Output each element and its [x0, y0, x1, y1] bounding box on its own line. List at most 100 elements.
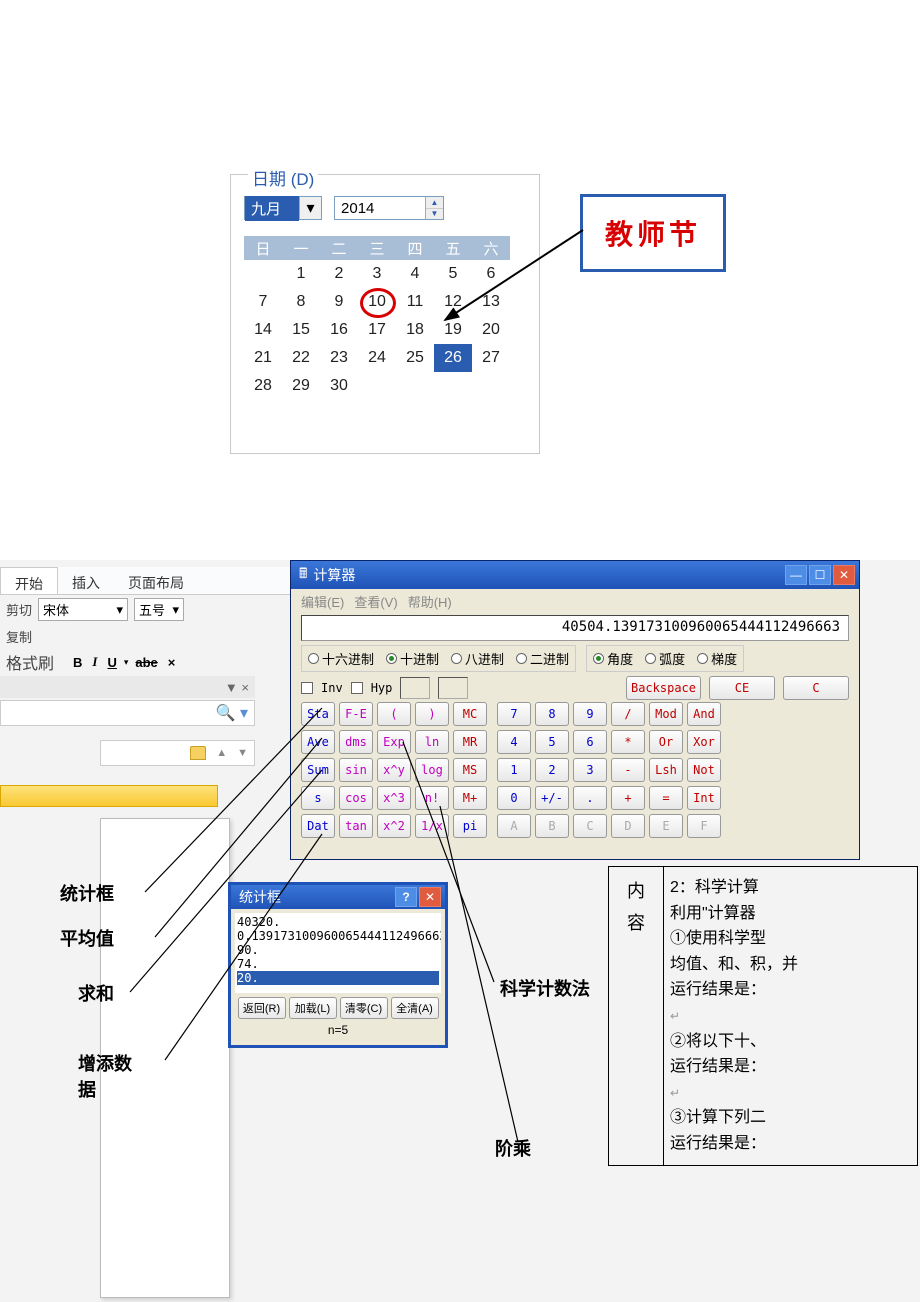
month-select[interactable]: 九月 ▾	[244, 196, 322, 220]
key-x2[interactable]: x^2	[377, 814, 411, 838]
key-Ave[interactable]: Ave	[301, 730, 335, 754]
key-3[interactable]: 3	[573, 758, 607, 782]
key-log[interactable]: log	[415, 758, 449, 782]
calendar-day[interactable]: 23	[320, 344, 358, 372]
format-painter-button[interactable]: 格式刷	[6, 650, 54, 674]
key-Lsh[interactable]: Lsh	[649, 758, 683, 782]
font-size-select[interactable]: 五号▾	[134, 598, 184, 621]
calendar-day[interactable]: 3	[358, 260, 396, 288]
radio-dec[interactable]: 十进制	[386, 649, 439, 668]
key-[interactable]: +	[611, 786, 645, 810]
calendar-day[interactable]: 5	[434, 260, 472, 288]
calendar-day[interactable]: 21	[244, 344, 282, 372]
radio-grad[interactable]: 梯度	[697, 649, 737, 668]
calendar-day[interactable]: 14	[244, 316, 282, 344]
radio-hex[interactable]: 十六进制	[308, 649, 374, 668]
menu-help[interactable]: 帮助(H)	[408, 592, 452, 608]
cut-button[interactable]: 剪切	[6, 600, 32, 619]
key-[interactable]: (	[377, 702, 411, 726]
radio-rad[interactable]: 弧度	[645, 649, 685, 668]
close-button[interactable]: ✕	[833, 565, 855, 585]
calendar-day[interactable]: 27	[472, 344, 510, 372]
key-[interactable]: +/-	[535, 786, 569, 810]
key-8[interactable]: 8	[535, 702, 569, 726]
menu-edit[interactable]: 编辑(E)	[301, 592, 344, 608]
calendar-day[interactable]: 13	[472, 288, 510, 316]
underline-button[interactable]: U	[104, 655, 119, 670]
key-1x[interactable]: 1/x	[415, 814, 449, 838]
key-Dat[interactable]: Dat	[301, 814, 335, 838]
year-spinner[interactable]: ▲ ▼	[334, 196, 444, 220]
key-1[interactable]: 1	[497, 758, 531, 782]
stats-line[interactable]: 74.	[237, 957, 439, 971]
strike-button[interactable]: abe	[132, 655, 160, 670]
key-Not[interactable]: Not	[687, 758, 721, 782]
key-Sum[interactable]: Sum	[301, 758, 335, 782]
key-dms[interactable]: dms	[339, 730, 373, 754]
stats-close-button[interactable]: ✕	[419, 887, 441, 907]
key-cos[interactable]: cos	[339, 786, 373, 810]
key-E[interactable]: E	[649, 814, 683, 838]
key-Exp[interactable]: Exp	[377, 730, 411, 754]
calendar-day[interactable]: 12	[434, 288, 472, 316]
calendar-day[interactable]: 30	[320, 372, 358, 400]
stats-line[interactable]: 90.	[237, 943, 439, 957]
calendar-day[interactable]: 11	[396, 288, 434, 316]
key-[interactable]: -	[611, 758, 645, 782]
stats-load-button[interactable]: 加载(L)	[289, 997, 337, 1019]
key-5[interactable]: 5	[535, 730, 569, 754]
year-input[interactable]	[335, 197, 425, 219]
stats-line[interactable]: 40320.	[237, 915, 439, 929]
key-tan[interactable]: tan	[339, 814, 373, 838]
ribbon-tab[interactable]: 页面布局	[114, 567, 198, 594]
key-Int[interactable]: Int	[687, 786, 721, 810]
key-n[interactable]: n!	[415, 786, 449, 810]
calendar-day[interactable]: 16	[320, 316, 358, 344]
radio-bin[interactable]: 二进制	[516, 649, 569, 668]
calendar-day[interactable]: 24	[358, 344, 396, 372]
key-9[interactable]: 9	[573, 702, 607, 726]
key-MC[interactable]: MC	[453, 702, 487, 726]
stats-list[interactable]: 40320.0.13917310096006544411249666330119…	[235, 913, 441, 993]
key-[interactable]: /	[611, 702, 645, 726]
key-0[interactable]: 0	[497, 786, 531, 810]
key-ln[interactable]: ln	[415, 730, 449, 754]
calendar-day[interactable]: 9	[320, 288, 358, 316]
calendar-day[interactable]	[434, 372, 472, 400]
calendar-day[interactable]: 19	[434, 316, 472, 344]
calendar-day[interactable]: 1	[282, 260, 320, 288]
year-up-icon[interactable]: ▲	[426, 197, 443, 209]
calendar-day[interactable]: 2	[320, 260, 358, 288]
key-[interactable]: *	[611, 730, 645, 754]
calendar-day[interactable]: 8	[282, 288, 320, 316]
super-button[interactable]: ×	[165, 655, 179, 670]
copy-button[interactable]: 复制	[6, 627, 32, 646]
calendar-day[interactable]	[396, 372, 434, 400]
calendar-day[interactable]	[358, 372, 396, 400]
calendar-day[interactable]	[472, 372, 510, 400]
italic-button[interactable]: I	[89, 654, 100, 670]
key-6[interactable]: 6	[573, 730, 607, 754]
year-down-icon[interactable]: ▼	[426, 209, 443, 220]
calendar-day[interactable]: 15	[282, 316, 320, 344]
minimize-button[interactable]: —	[785, 565, 807, 585]
search-row[interactable]: 🔍 ▾	[0, 700, 255, 726]
month-dropdown-icon[interactable]: ▾	[299, 197, 321, 219]
key-[interactable]: )	[415, 702, 449, 726]
key-FE[interactable]: F-E	[339, 702, 373, 726]
inv-checkbox[interactable]	[301, 682, 313, 694]
key-[interactable]: =	[649, 786, 683, 810]
hyp-checkbox[interactable]	[351, 682, 363, 694]
key-A[interactable]: A	[497, 814, 531, 838]
stats-line[interactable]: 20.	[237, 971, 439, 985]
calendar-day[interactable]: 28	[244, 372, 282, 400]
key-Mod[interactable]: Mod	[649, 702, 683, 726]
calendar-day[interactable]: 25	[396, 344, 434, 372]
key-MR[interactable]: MR	[453, 730, 487, 754]
bold-button[interactable]: B	[70, 655, 85, 670]
key-xy[interactable]: x^y	[377, 758, 411, 782]
key-[interactable]: .	[573, 786, 607, 810]
calendar-day[interactable]: 26	[434, 344, 472, 372]
key-B[interactable]: B	[535, 814, 569, 838]
stats-line[interactable]: 0.1391731009600654441124966633011	[237, 929, 439, 943]
